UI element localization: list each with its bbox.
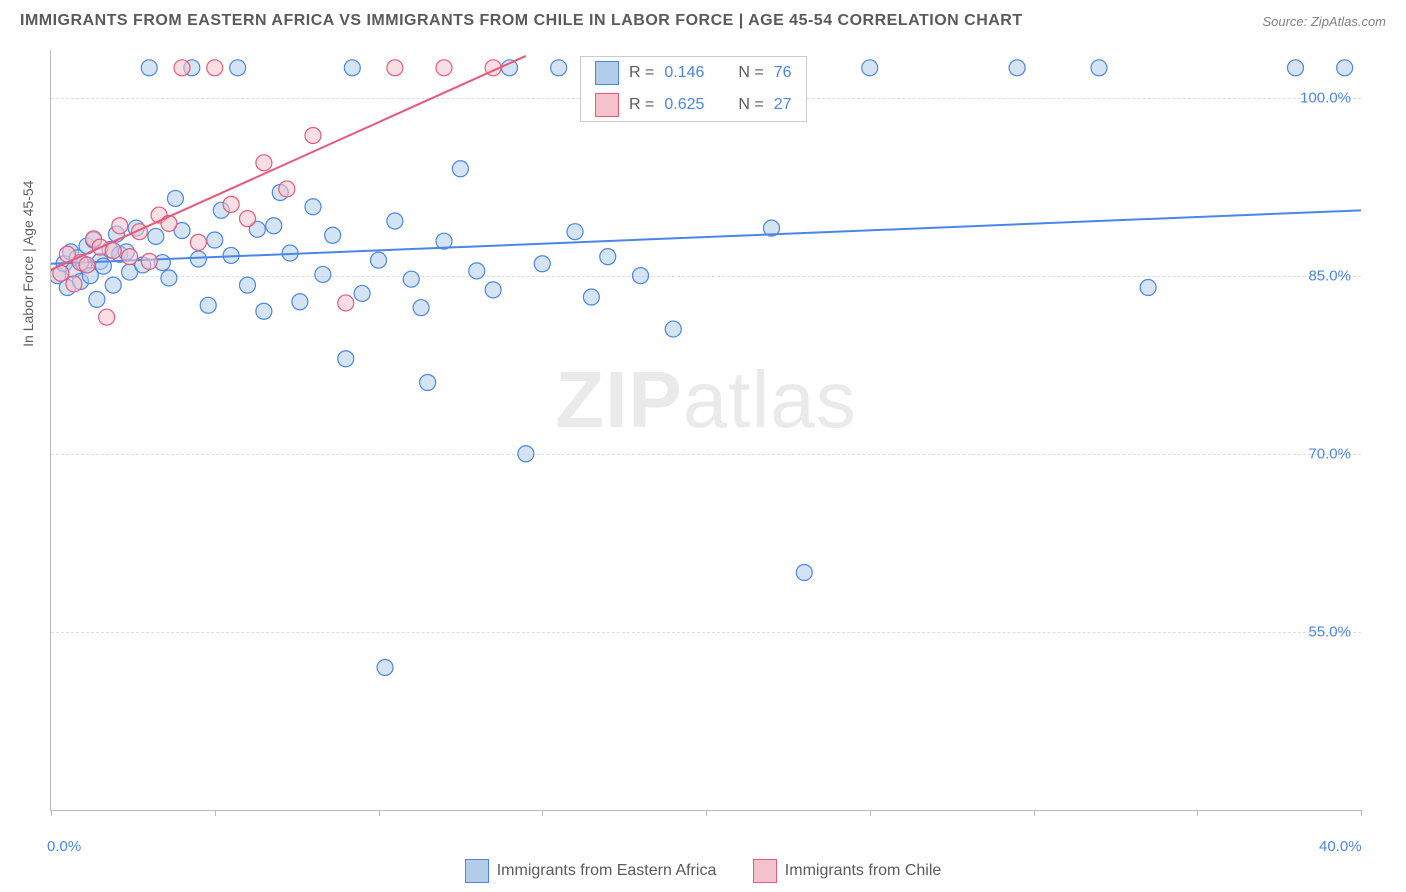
legend-item-a: Immigrants from Eastern Africa: [465, 859, 717, 883]
swatch-series-b: [753, 859, 777, 883]
data-point: [551, 60, 567, 76]
correlation-legend: R = 0.146 N = 76 R = 0.625 N = 27: [580, 56, 807, 122]
data-point: [105, 277, 121, 293]
data-point: [469, 263, 485, 279]
x-tick-label: 0.0%: [47, 838, 81, 855]
data-point: [190, 251, 206, 267]
data-point: [485, 282, 501, 298]
data-point: [452, 161, 468, 177]
data-point: [344, 60, 360, 76]
plot-container: In Labor Force | Age 45-54 ZIPatlas 55.0…: [50, 50, 1360, 810]
chart-title: IMMIGRANTS FROM EASTERN AFRICA VS IMMIGR…: [20, 12, 1023, 30]
data-point: [567, 224, 583, 240]
r-value-b: 0.625: [664, 96, 704, 114]
data-point: [99, 309, 115, 325]
data-point: [387, 213, 403, 229]
r-label: R =: [629, 64, 654, 82]
data-point: [256, 303, 272, 319]
data-point: [377, 660, 393, 676]
data-point: [862, 60, 878, 76]
swatch-series-a: [465, 859, 489, 883]
data-point: [413, 300, 429, 316]
data-point: [518, 446, 534, 462]
y-axis-label: In Labor Force | Age 45-54: [20, 181, 36, 347]
data-point: [1009, 60, 1025, 76]
data-point: [161, 215, 177, 231]
data-point: [354, 285, 370, 301]
n-value-b: 27: [774, 96, 792, 114]
data-point: [230, 60, 246, 76]
data-point: [223, 196, 239, 212]
r-label: R =: [629, 96, 654, 114]
data-point: [1288, 60, 1304, 76]
data-point: [315, 266, 331, 282]
data-point: [1091, 60, 1107, 76]
data-point: [665, 321, 681, 337]
data-point: [141, 60, 157, 76]
data-point: [338, 295, 354, 311]
swatch-series-b: [595, 93, 619, 117]
data-point: [420, 375, 436, 391]
data-point: [141, 253, 157, 269]
legend-label-a: Immigrants from Eastern Africa: [497, 862, 717, 880]
x-tick-label: 40.0%: [1319, 838, 1362, 855]
legend-row-series-b: R = 0.625 N = 27: [581, 89, 806, 121]
data-point: [167, 190, 183, 206]
data-point: [66, 276, 82, 292]
data-point: [305, 199, 321, 215]
data-point: [207, 232, 223, 248]
scatter-svg: [51, 50, 1361, 810]
r-value-a: 0.146: [664, 64, 704, 82]
data-point: [436, 60, 452, 76]
data-point: [89, 291, 105, 307]
data-point: [266, 218, 282, 234]
data-point: [79, 257, 95, 273]
legend-label-b: Immigrants from Chile: [785, 862, 941, 880]
data-point: [583, 289, 599, 305]
series-legend: Immigrants from Eastern Africa Immigrant…: [0, 859, 1406, 888]
n-label: N =: [738, 96, 763, 114]
plot-area: ZIPatlas 55.0%70.0%85.0%100.0%0.0%40.0%: [50, 50, 1361, 811]
data-point: [190, 234, 206, 250]
n-label: N =: [738, 64, 763, 82]
data-point: [600, 249, 616, 265]
data-point: [161, 270, 177, 286]
data-point: [292, 294, 308, 310]
data-point: [387, 60, 403, 76]
legend-row-series-a: R = 0.146 N = 76: [581, 57, 806, 89]
data-point: [1337, 60, 1353, 76]
data-point: [240, 211, 256, 227]
data-point: [279, 181, 295, 197]
data-point: [200, 297, 216, 313]
data-point: [122, 249, 138, 265]
data-point: [796, 565, 812, 581]
swatch-series-a: [595, 61, 619, 85]
data-point: [371, 252, 387, 268]
data-point: [148, 228, 164, 244]
data-point: [403, 271, 419, 287]
data-point: [256, 155, 272, 171]
data-point: [534, 256, 550, 272]
n-value-a: 76: [774, 64, 792, 82]
data-point: [338, 351, 354, 367]
data-point: [633, 268, 649, 284]
data-point: [1140, 280, 1156, 296]
data-point: [305, 128, 321, 144]
data-point: [174, 60, 190, 76]
source-label: Source: ZipAtlas.com: [1262, 14, 1386, 29]
data-point: [325, 227, 341, 243]
data-point: [240, 277, 256, 293]
data-point: [112, 218, 128, 234]
legend-item-b: Immigrants from Chile: [753, 859, 941, 883]
data-point: [207, 60, 223, 76]
